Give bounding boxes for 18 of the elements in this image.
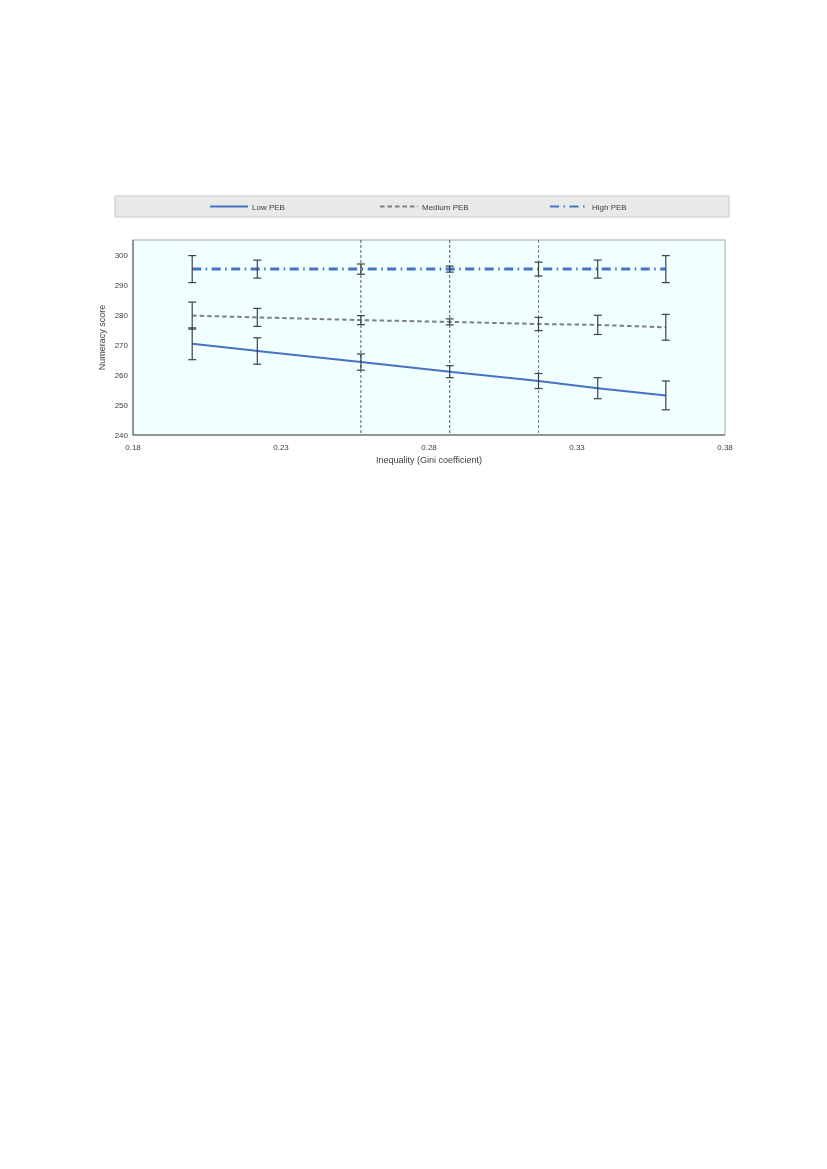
y-tick-label: 240 [114,431,129,440]
x-tick-label: 0.38 [717,443,734,452]
x-tick-label: 0.18 [125,443,142,452]
x-tick-label: 0.33 [569,443,586,452]
x-tick-label: 0.23 [273,443,290,452]
y-axis-title: Numeracy score [97,304,107,371]
y-tick-label: 270 [114,341,129,350]
y-tick-label: 290 [114,281,129,290]
y-tick-label: 300 [114,251,129,260]
legend-label: High PEB [592,202,627,212]
y-tick-label: 280 [114,311,129,320]
legend-label: Medium PEB [422,202,469,212]
y-tick-label: 250 [114,401,129,410]
legend-label: Low PEB [252,202,285,212]
line-series [191,342,667,397]
y-tick-label: 260 [114,371,129,380]
x-axis-title: Inequality (Gini coefficient) [376,455,482,465]
x-tick-label: 0.28 [421,443,438,452]
